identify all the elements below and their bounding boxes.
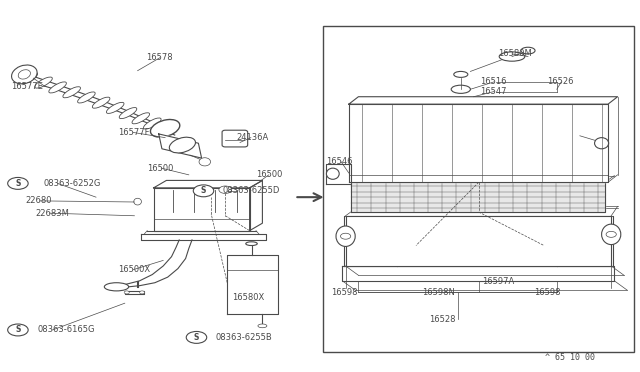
Ellipse shape [63,87,81,98]
Text: 16597A: 16597A [482,278,514,286]
Text: ^ 65 10 00: ^ 65 10 00 [545,353,595,362]
Ellipse shape [18,70,31,79]
Ellipse shape [106,102,124,113]
Text: 16528: 16528 [429,315,455,324]
Ellipse shape [35,77,52,88]
Text: S: S [194,333,199,342]
Ellipse shape [77,92,95,103]
Ellipse shape [602,224,621,245]
Polygon shape [227,255,278,314]
Ellipse shape [499,52,525,61]
Ellipse shape [246,242,257,246]
Text: S: S [15,179,20,188]
Text: 16500: 16500 [147,164,173,173]
Polygon shape [344,216,397,266]
Polygon shape [125,291,144,294]
Polygon shape [154,188,250,231]
Polygon shape [349,104,608,182]
Ellipse shape [12,65,37,84]
Polygon shape [397,216,557,266]
Polygon shape [351,182,605,212]
Text: 16546: 16546 [326,157,353,166]
Ellipse shape [521,47,535,54]
Circle shape [8,324,28,336]
Text: S: S [201,186,206,195]
Text: 24136A: 24136A [237,133,269,142]
Text: 16500X: 16500X [118,265,150,274]
Ellipse shape [119,108,137,119]
Polygon shape [557,216,613,266]
Ellipse shape [326,168,339,179]
Ellipse shape [595,138,609,149]
Text: 22683M: 22683M [35,209,69,218]
Text: 22680: 22680 [26,196,52,205]
Ellipse shape [49,82,67,93]
Ellipse shape [143,118,161,129]
Text: 16598: 16598 [534,288,561,296]
Ellipse shape [20,73,38,84]
Polygon shape [342,266,614,281]
Text: 16526: 16526 [547,77,573,86]
Ellipse shape [104,283,129,291]
Circle shape [340,233,351,239]
Circle shape [8,177,28,189]
Circle shape [140,291,145,294]
FancyBboxPatch shape [222,130,248,147]
Circle shape [219,186,232,193]
Polygon shape [141,234,266,240]
Polygon shape [346,216,611,266]
Polygon shape [349,97,618,104]
Ellipse shape [132,113,150,124]
Ellipse shape [150,119,180,137]
Ellipse shape [454,71,468,77]
Text: 08363-6255D: 08363-6255D [223,186,280,195]
Ellipse shape [134,198,141,205]
Text: 16500: 16500 [256,170,282,179]
Ellipse shape [258,324,267,328]
Text: 16577F: 16577F [118,128,150,137]
Polygon shape [326,164,351,184]
Circle shape [124,291,129,294]
Text: 16547: 16547 [480,87,506,96]
Polygon shape [159,134,202,158]
Ellipse shape [336,226,355,246]
Ellipse shape [199,158,211,166]
Bar [323,26,634,352]
Text: 16577E: 16577E [12,82,44,91]
Circle shape [193,185,214,197]
Text: S: S [15,326,20,334]
Ellipse shape [170,137,195,153]
Ellipse shape [451,85,470,93]
Polygon shape [154,180,262,188]
Text: 16516: 16516 [480,77,506,86]
Ellipse shape [92,97,110,108]
Text: 08363-6255B: 08363-6255B [216,333,273,342]
Text: 16578: 16578 [146,53,173,62]
Text: 16598N: 16598N [422,288,455,296]
Text: 16580M: 16580M [498,49,532,58]
Ellipse shape [154,123,172,134]
Polygon shape [250,180,262,231]
Text: 16580X: 16580X [232,293,264,302]
Circle shape [606,231,616,237]
Circle shape [186,331,207,343]
Text: 08363-6165G: 08363-6165G [37,326,95,334]
Text: 08363-6252G: 08363-6252G [44,179,101,188]
Text: 16598: 16598 [332,288,358,296]
